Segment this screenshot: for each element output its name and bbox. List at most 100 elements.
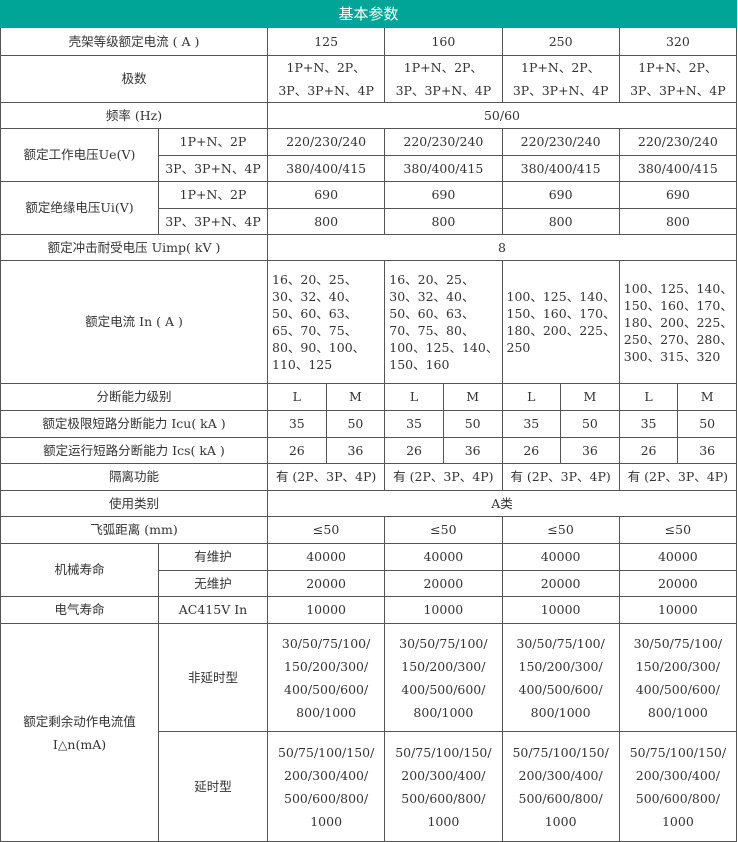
table-row: 额定冲击耐受电压 Uimp( kV ) 8 — [0, 234, 737, 261]
cell: 40000 — [266, 543, 386, 571]
cell: 35 — [501, 410, 562, 438]
row-label: 额定绝缘电压Ui(V) — [0, 181, 159, 235]
table-row: 隔离功能 有 (2P、3P、4P) 有 (2P、3P、4P) 有 (2P、3P、… — [0, 463, 738, 491]
cell: 220/230/240 — [384, 128, 503, 156]
cell: 50 — [325, 410, 386, 438]
cell: L — [501, 383, 562, 411]
cell: 220/230/240 — [266, 128, 386, 156]
cell: 16、20、25、 30、32、40、 50、60、63、 65、70、75、 … — [266, 260, 386, 384]
cell: L — [267, 383, 327, 411]
cell: 50/60 — [267, 102, 737, 129]
cell: 50 — [442, 410, 503, 438]
cell: 800 — [618, 208, 738, 235]
cell: A类 — [267, 490, 737, 517]
cell: 有 (2P、3P、4P) — [266, 463, 386, 491]
cell: 36 — [442, 437, 503, 464]
cell: 800 — [266, 208, 386, 235]
cell: 50/75/100/150/ 200/300/400/ 500/600/800/… — [384, 731, 503, 842]
cell: 50/75/100/150/ 200/300/400/ 500/600/800/… — [266, 731, 386, 842]
table-row: 额定极限短路分断能力 Icu( kA ) 35 50 35 50 35 50 35 50 — [0, 410, 737, 438]
cell: 40000 — [618, 543, 738, 571]
cell: 250 — [501, 27, 620, 56]
cell: 16、20、25、 30、32、40、 50、60、63、 70、75、80、 … — [384, 260, 503, 384]
table-row: 额定工作电压Ue(V) 1P+N、2P 220/230/240 220/230/… — [0, 128, 738, 182]
cell: 125 — [266, 27, 386, 56]
cell: 30/50/75/100/ 150/200/300/ 400/500/600/ … — [618, 623, 738, 732]
cell: 690 — [501, 181, 620, 209]
cell: M — [677, 383, 737, 411]
cell: L — [618, 383, 679, 411]
cell: 380/400/415 — [501, 155, 620, 182]
sub-label: 3P、3P+N、4P — [158, 208, 268, 235]
cell: M — [442, 383, 503, 411]
cell: 220/230/240 — [618, 128, 738, 156]
cell: 690 — [266, 181, 386, 209]
row-label: 电气寿命 — [0, 596, 159, 624]
cell: 10000 — [266, 596, 386, 624]
cell: 40000 — [384, 543, 503, 571]
cell: 40000 — [501, 543, 620, 571]
row-label: 飞弧距离 (mm) — [0, 516, 268, 544]
sub-label: 1P+N、2P — [158, 128, 268, 156]
cell: 26 — [267, 437, 327, 464]
cell: ≤50 — [266, 516, 386, 544]
cell: 160 — [384, 27, 503, 56]
cell: 26 — [384, 437, 444, 464]
table-title: 基本参数 — [0, 0, 737, 28]
cell: 20000 — [501, 570, 620, 597]
table-row: 3P、3P+N、4P 800 800 800 800 — [1, 208, 738, 235]
cell: 10000 — [384, 596, 503, 624]
cell: 35 — [384, 410, 444, 438]
cell: 有 (2P、3P、4P) — [501, 463, 620, 491]
table-row: 壳架等级额定电流 ( A ) 125 160 250 320 — [0, 27, 738, 56]
sub-label: AC415V In — [158, 596, 268, 624]
table-row: 机械寿命 有维护 40000 40000 40000 40000 — [0, 543, 738, 597]
cell: 1P+N、2P、 3P、3P+N、4P — [618, 55, 738, 103]
row-label: 额定剩余动作电流值 I△n(mA) — [0, 623, 159, 842]
row-label: 额定电流 In ( A ) — [0, 260, 268, 384]
cell: 1P+N、2P、 3P、3P+N、4P — [501, 55, 620, 103]
table-row: 无维护 20000 20000 20000 20000 — [1, 570, 738, 597]
table-row: 极数 1P+N、2P、 3P、3P+N、4P 1P+N、2P、 3P、3P+N、… — [0, 55, 738, 103]
cell: L — [384, 383, 444, 411]
sub-label: 延时型 — [158, 731, 268, 842]
cell: 690 — [384, 181, 503, 209]
cell: 100、125、140、 150、160、170、 180、200、225、 2… — [501, 260, 620, 384]
cell: 35 — [618, 410, 679, 438]
cell: 50/75/100/150/ 200/300/400/ 500/600/800/… — [618, 731, 738, 842]
table-row: 延时型 50/75/100/150/ 200/300/400/ 500/600/… — [1, 731, 738, 842]
cell: 30/50/75/100/ 150/200/300/ 400/500/600/ … — [501, 623, 620, 732]
cell: ≤50 — [618, 516, 738, 544]
sub-label: 非延时型 — [158, 623, 268, 732]
cell: 36 — [325, 437, 386, 464]
cell: 26 — [501, 437, 562, 464]
cell: 10000 — [501, 596, 620, 624]
row-label: 极数 — [0, 55, 268, 103]
cell: 380/400/415 — [618, 155, 738, 182]
cell: 220/230/240 — [501, 128, 620, 156]
sub-label: 3P、3P+N、4P — [158, 155, 268, 182]
row-label: 隔离功能 — [0, 463, 268, 491]
cell: 30/50/75/100/ 150/200/300/ 400/500/600/ … — [266, 623, 386, 732]
cell: M — [560, 383, 620, 411]
cell: 50 — [560, 410, 620, 438]
table-row: 飞弧距离 (mm) ≤50 ≤50 ≤50 ≤50 — [0, 516, 738, 544]
cell: 36 — [560, 437, 620, 464]
cell: 320 — [618, 27, 738, 56]
cell: 690 — [618, 181, 738, 209]
cell: 20000 — [618, 570, 738, 597]
sub-label: 1P+N、2P — [158, 181, 268, 209]
sub-label: 无维护 — [158, 570, 268, 597]
cell: 30/50/75/100/ 150/200/300/ 400/500/600/ … — [384, 623, 503, 732]
table-row: 使用类别 A类 — [0, 490, 737, 517]
cell: 800 — [384, 208, 503, 235]
cell: 26 — [618, 437, 679, 464]
row-label: 额定工作电压Ue(V) — [0, 128, 159, 182]
cell: 1P+N、2P、 3P、3P+N、4P — [266, 55, 386, 103]
cell: 20000 — [384, 570, 503, 597]
cell: ≤50 — [501, 516, 620, 544]
cell: 35 — [267, 410, 327, 438]
cell: 50/75/100/150/ 200/300/400/ 500/600/800/… — [501, 731, 620, 842]
